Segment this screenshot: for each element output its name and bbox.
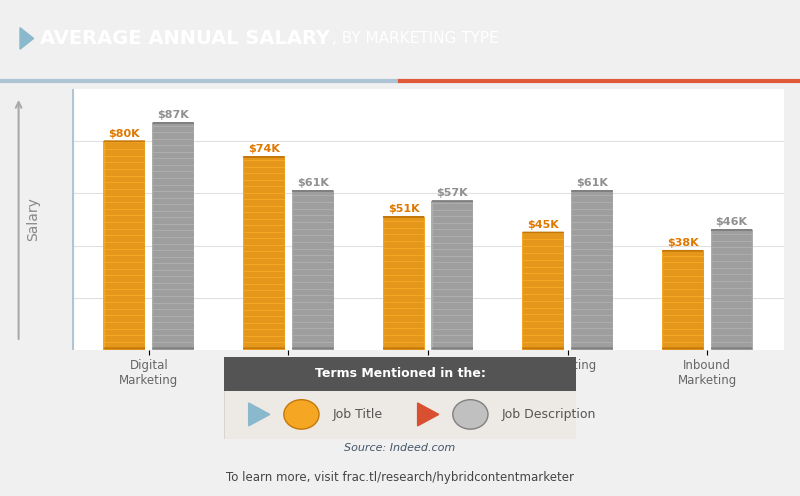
Polygon shape	[418, 403, 438, 426]
Text: $87K: $87K	[158, 111, 189, 121]
Bar	[571, 191, 613, 350]
Ellipse shape	[453, 400, 488, 429]
Ellipse shape	[284, 400, 319, 429]
Text: $80K: $80K	[109, 128, 140, 138]
Text: , BY MARKETING TYPE: , BY MARKETING TYPE	[332, 31, 498, 46]
Bar	[243, 157, 285, 350]
Text: AVERAGE ANNUAL SALARY: AVERAGE ANNUAL SALARY	[40, 29, 330, 48]
Bar	[292, 191, 334, 350]
FancyBboxPatch shape	[224, 357, 576, 439]
Text: $46K: $46K	[716, 217, 748, 227]
Bar	[431, 201, 474, 350]
Polygon shape	[249, 403, 270, 426]
Bar	[103, 141, 146, 350]
Text: $45K: $45K	[527, 220, 559, 230]
Text: $51K: $51K	[388, 204, 419, 214]
Text: $57K: $57K	[437, 188, 468, 198]
Text: Job Title: Job Title	[333, 408, 383, 421]
Text: $61K: $61K	[297, 178, 329, 188]
Text: $74K: $74K	[248, 144, 280, 154]
Bar	[710, 230, 753, 350]
Polygon shape	[20, 28, 34, 49]
FancyBboxPatch shape	[224, 357, 576, 391]
Text: $61K: $61K	[576, 178, 608, 188]
Y-axis label: Salary: Salary	[26, 197, 40, 242]
Bar	[152, 123, 194, 350]
Text: Job Description: Job Description	[502, 408, 597, 421]
Text: $38K: $38K	[667, 238, 698, 248]
Text: To learn more, visit frac.tl/research/hybridcontentmarketer: To learn more, visit frac.tl/research/hy…	[226, 471, 574, 484]
Text: Source: Indeed.com: Source: Indeed.com	[344, 443, 456, 453]
Bar	[522, 233, 564, 350]
Text: Terms Mentioned in the:: Terms Mentioned in the:	[314, 368, 486, 380]
Bar	[382, 217, 425, 350]
Bar	[662, 250, 704, 350]
